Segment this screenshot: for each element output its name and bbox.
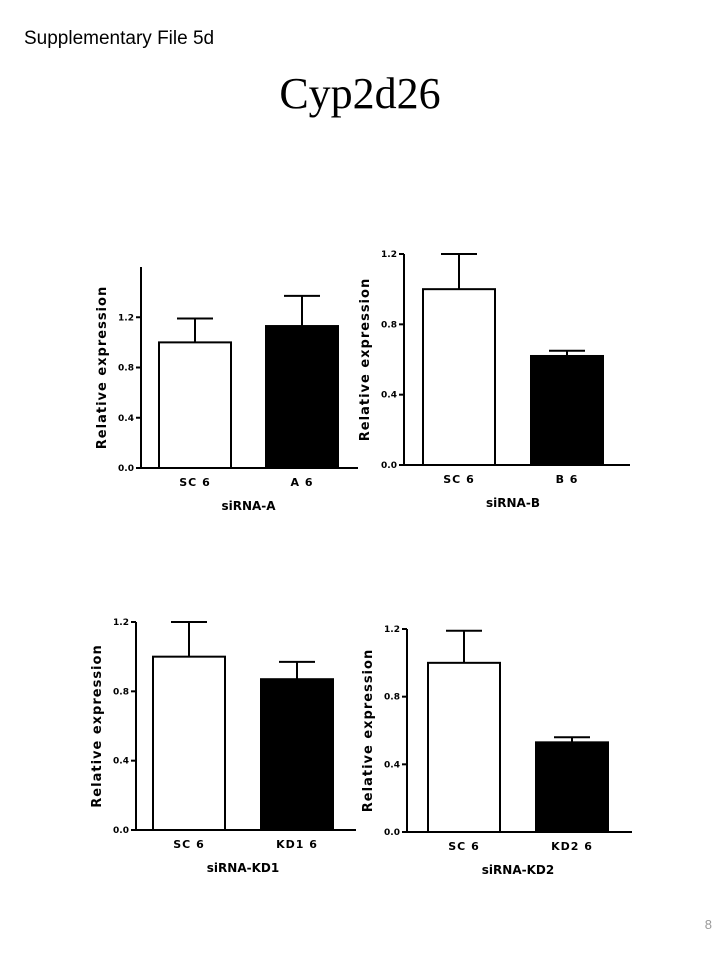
- bar: [260, 678, 334, 831]
- chart-panel-sirna-b: 0.0 0.4 0.8 1.2 SC 6 B 6 siRNA-B Relative expre…: [358, 250, 630, 510]
- figure-title: Cyp2d26: [279, 69, 441, 118]
- x-axis-label: siRNA-A: [221, 499, 276, 513]
- y-tick-label: 1.2: [384, 625, 400, 635]
- category-label: KD1 6: [276, 838, 318, 851]
- category-label: SC 6: [179, 476, 210, 489]
- y-tick-label: 0.8: [118, 364, 134, 374]
- y-axis-label: Relative expression: [358, 278, 373, 441]
- y-tick-label: 0.4: [384, 760, 400, 770]
- chart-panel-sirna-a: 0.0 0.4 0.8 1.2 SC 6 A 6 siRNA-A Relative expre…: [95, 267, 358, 513]
- y-tick-label: 0.0: [118, 464, 134, 474]
- y-axis-label: Relative expression: [90, 644, 105, 807]
- y-tick-label: 0.0: [113, 826, 129, 836]
- bar: [158, 341, 232, 469]
- chart-panel-sirna-kd2: 0.0 0.4 0.8 1.2 SC 6 KD2 6 siRNA-KD2 Relative e…: [361, 625, 632, 877]
- category-label: SC 6: [448, 840, 479, 853]
- y-tick-label: 1.2: [113, 618, 129, 628]
- y-tick-label: 0.8: [113, 687, 129, 697]
- supplementary-label: Supplementary File 5d: [24, 28, 215, 49]
- bar: [530, 354, 604, 466]
- category-label: SC 6: [443, 473, 474, 486]
- chart-panel-sirna-kd1: 0.0 0.4 0.8 1.2 SC 6 KD1 6 siRNA-KD1 Relative e…: [90, 618, 356, 875]
- x-axis-label: siRNA-B: [486, 496, 540, 510]
- y-tick-label: 0.8: [384, 693, 400, 703]
- y-tick-label: 1.2: [118, 313, 134, 323]
- bar: [265, 325, 339, 469]
- y-tick-label: 0.0: [384, 828, 400, 838]
- bar: [422, 288, 496, 466]
- y-tick-label: 0.4: [118, 414, 134, 424]
- bar: [427, 661, 501, 834]
- page-number: 8: [704, 917, 712, 932]
- bar: [152, 655, 226, 831]
- y-tick-label: 0.4: [381, 391, 397, 401]
- y-tick-label: 0.0: [381, 461, 397, 471]
- y-tick-label: 0.4: [113, 757, 129, 767]
- category-label: KD2 6: [551, 840, 593, 853]
- x-axis-label: siRNA-KD1: [207, 861, 279, 875]
- category-label: SC 6: [173, 838, 204, 851]
- x-axis-label: siRNA-KD2: [482, 863, 554, 877]
- category-label: B 6: [556, 473, 579, 486]
- category-label: A 6: [291, 476, 314, 489]
- y-tick-label: 1.2: [381, 250, 397, 260]
- y-axis-label: Relative expression: [95, 286, 110, 449]
- bar: [535, 741, 609, 833]
- y-axis-label: Relative expression: [361, 649, 376, 812]
- y-tick-label: 0.8: [381, 320, 397, 330]
